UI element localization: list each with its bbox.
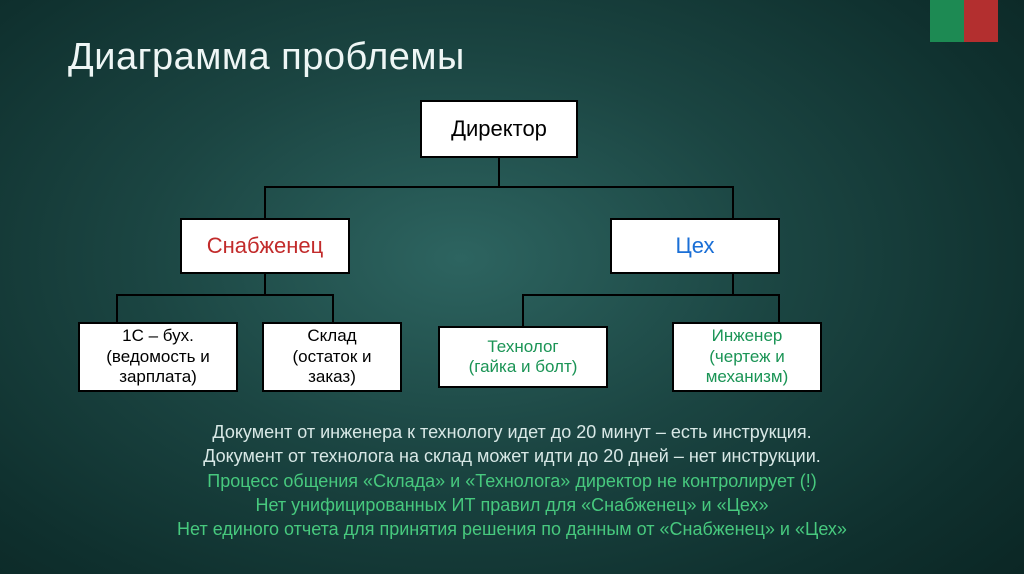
edge-segment (116, 294, 118, 322)
node-director: Директор (420, 100, 578, 158)
accent-bar-green (930, 0, 964, 42)
edge-segment (116, 294, 334, 296)
caption-line-4: Нет единого отчета для принятия решения … (0, 517, 1024, 541)
edge-segment (732, 274, 734, 296)
edge-segment (778, 294, 780, 322)
page-title: Диаграмма проблемы (68, 36, 465, 79)
node-sklad: Склад(остаток изаказ) (262, 322, 402, 392)
edge-segment (522, 294, 524, 326)
caption-line-3: Нет унифицированных ИТ правил для «Снабж… (0, 493, 1024, 517)
edge-segment (264, 186, 734, 188)
node-technolog: Технолог(гайка и болт) (438, 326, 608, 388)
edge-segment (498, 158, 500, 188)
caption-line-0: Документ от инженера к технологу идет до… (0, 420, 1024, 444)
node-workshop: Цех (610, 218, 780, 274)
caption-block: Документ от инженера к технологу идет до… (0, 420, 1024, 541)
edge-segment (264, 274, 266, 296)
node-supplier: Снабженец (180, 218, 350, 274)
edge-segment (522, 294, 780, 296)
accent-bar-red (964, 0, 998, 42)
node-onec: 1С – бух.(ведомость изарплата) (78, 322, 238, 392)
edge-segment (732, 186, 734, 218)
caption-line-1: Документ от технолога на склад может идт… (0, 444, 1024, 468)
org-tree-diagram: Директор Снабженец Цех 1С – бух.(ведомость … (0, 100, 1024, 410)
edge-segment (332, 294, 334, 322)
caption-line-2: Процесс общения «Склада» и «Технолога» д… (0, 469, 1024, 493)
node-engineer: Инженер(чертеж имеханизм) (672, 322, 822, 392)
edge-segment (264, 186, 266, 218)
